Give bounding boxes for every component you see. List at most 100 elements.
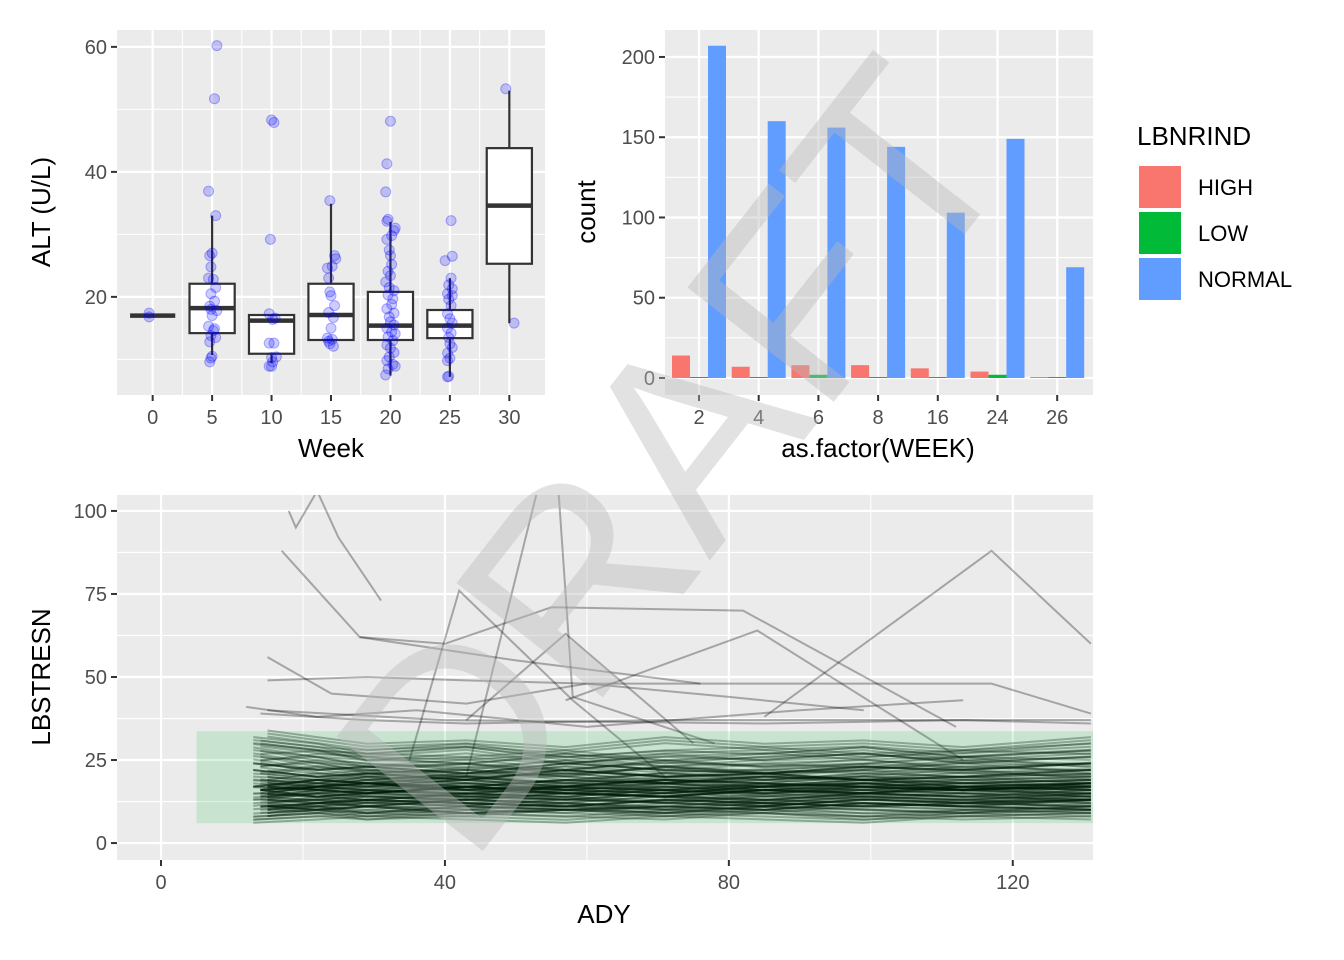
data-point bbox=[263, 308, 275, 320]
data-point bbox=[211, 305, 223, 317]
data-point bbox=[206, 310, 218, 322]
subject-line bbox=[260, 778, 1091, 791]
subject-line bbox=[267, 802, 1091, 815]
subject-line bbox=[253, 775, 1091, 788]
boxplot-y-tick-label: 60 bbox=[85, 37, 107, 59]
bar-low bbox=[690, 376, 708, 378]
data-point bbox=[443, 293, 455, 305]
data-point bbox=[383, 311, 395, 323]
data-point bbox=[210, 332, 222, 343]
data-point bbox=[205, 261, 217, 273]
data-point bbox=[446, 317, 458, 329]
subject-line bbox=[287, 495, 317, 530]
subject-line bbox=[260, 742, 1091, 762]
data-point bbox=[386, 298, 398, 310]
data-point bbox=[382, 213, 394, 225]
data-point bbox=[143, 311, 155, 323]
subject-line bbox=[260, 759, 1091, 771]
data-point bbox=[267, 313, 279, 325]
subject-line bbox=[253, 736, 1091, 762]
bar-normal bbox=[1066, 267, 1085, 378]
subject-line bbox=[267, 801, 1091, 814]
subject-line bbox=[267, 732, 1091, 752]
subject-line bbox=[253, 809, 1091, 818]
bar-x-tick-label: 16 bbox=[927, 407, 949, 429]
box-iqr bbox=[307, 282, 355, 342]
data-point bbox=[445, 272, 457, 284]
bar-normal bbox=[1006, 138, 1025, 378]
data-point bbox=[446, 342, 458, 353]
subject-line bbox=[253, 742, 1091, 768]
line-x-tick-label: 40 bbox=[434, 872, 456, 894]
subject-line bbox=[267, 792, 1091, 805]
subject-line bbox=[260, 778, 1091, 791]
boxplot-y-tick-label: 40 bbox=[85, 162, 107, 184]
legend-label-normal: NORMAL bbox=[1198, 267, 1292, 292]
boxplot-panel: 20 40 60 0 5 10 15 20 25 30 bbox=[85, 30, 545, 429]
bar-x-tick-label: 4 bbox=[753, 407, 764, 429]
subject-line bbox=[253, 782, 1091, 792]
subject-line bbox=[253, 792, 1091, 802]
data-point bbox=[382, 363, 394, 375]
subject-line bbox=[253, 812, 1091, 821]
data-point bbox=[323, 307, 335, 318]
bar-normal bbox=[827, 127, 846, 378]
subject-line bbox=[280, 550, 957, 728]
data-point bbox=[381, 303, 393, 315]
line-x-tick-label: 80 bbox=[718, 872, 740, 894]
data-point bbox=[383, 244, 395, 256]
data-point bbox=[446, 290, 458, 302]
subject-line bbox=[260, 739, 1091, 759]
data-point bbox=[321, 262, 333, 274]
subject-line bbox=[267, 785, 1091, 798]
subject-line bbox=[267, 782, 1091, 799]
subject-line bbox=[267, 802, 1091, 815]
data-point bbox=[442, 347, 454, 359]
bar-y-tick-label: 0 bbox=[644, 368, 655, 390]
data-point bbox=[203, 272, 215, 284]
subject-line bbox=[267, 778, 1091, 791]
data-point bbox=[266, 360, 278, 372]
subject-line bbox=[260, 761, 1091, 777]
data-point bbox=[323, 272, 335, 284]
data-point bbox=[388, 285, 400, 297]
subject-line bbox=[267, 778, 1091, 791]
data-point bbox=[325, 322, 337, 334]
data-point bbox=[444, 352, 456, 364]
bar-high bbox=[851, 365, 870, 378]
data-point bbox=[270, 351, 282, 363]
bar-x-tick-label: 24 bbox=[986, 407, 1008, 429]
spaghetti-plot-panel: 0 25 50 75 100 0 40 80 120 bbox=[74, 495, 1093, 894]
subject-line bbox=[260, 766, 1091, 779]
subject-line bbox=[260, 798, 1091, 808]
box-iqr bbox=[366, 290, 415, 342]
data-point bbox=[325, 290, 337, 302]
legend-key-high bbox=[1139, 166, 1181, 208]
subject-line bbox=[267, 802, 1091, 815]
data-point bbox=[323, 335, 335, 347]
bar-low bbox=[928, 376, 947, 378]
subject-line bbox=[260, 788, 1091, 801]
subject-line bbox=[253, 739, 1091, 765]
bar-low bbox=[809, 374, 828, 378]
data-point bbox=[204, 250, 216, 262]
legend-label-low: LOW bbox=[1198, 221, 1248, 246]
subject-line bbox=[260, 785, 1091, 798]
data-point bbox=[439, 255, 451, 267]
bar-y-axis-title: count bbox=[571, 179, 601, 243]
subject-line bbox=[260, 785, 1091, 798]
data-point bbox=[206, 247, 218, 259]
data-point bbox=[267, 356, 279, 368]
data-point bbox=[205, 330, 217, 342]
bar-x-tick-label: 8 bbox=[873, 407, 884, 429]
data-point bbox=[268, 117, 280, 128]
data-point bbox=[204, 300, 216, 312]
data-point bbox=[327, 340, 339, 352]
data-point bbox=[386, 230, 398, 242]
line-y-tick-label: 75 bbox=[85, 584, 107, 606]
data-point bbox=[442, 322, 454, 334]
subject-line bbox=[253, 798, 1091, 807]
subject-line bbox=[253, 772, 1091, 785]
data-point bbox=[444, 338, 456, 350]
subject-line bbox=[253, 762, 1091, 775]
